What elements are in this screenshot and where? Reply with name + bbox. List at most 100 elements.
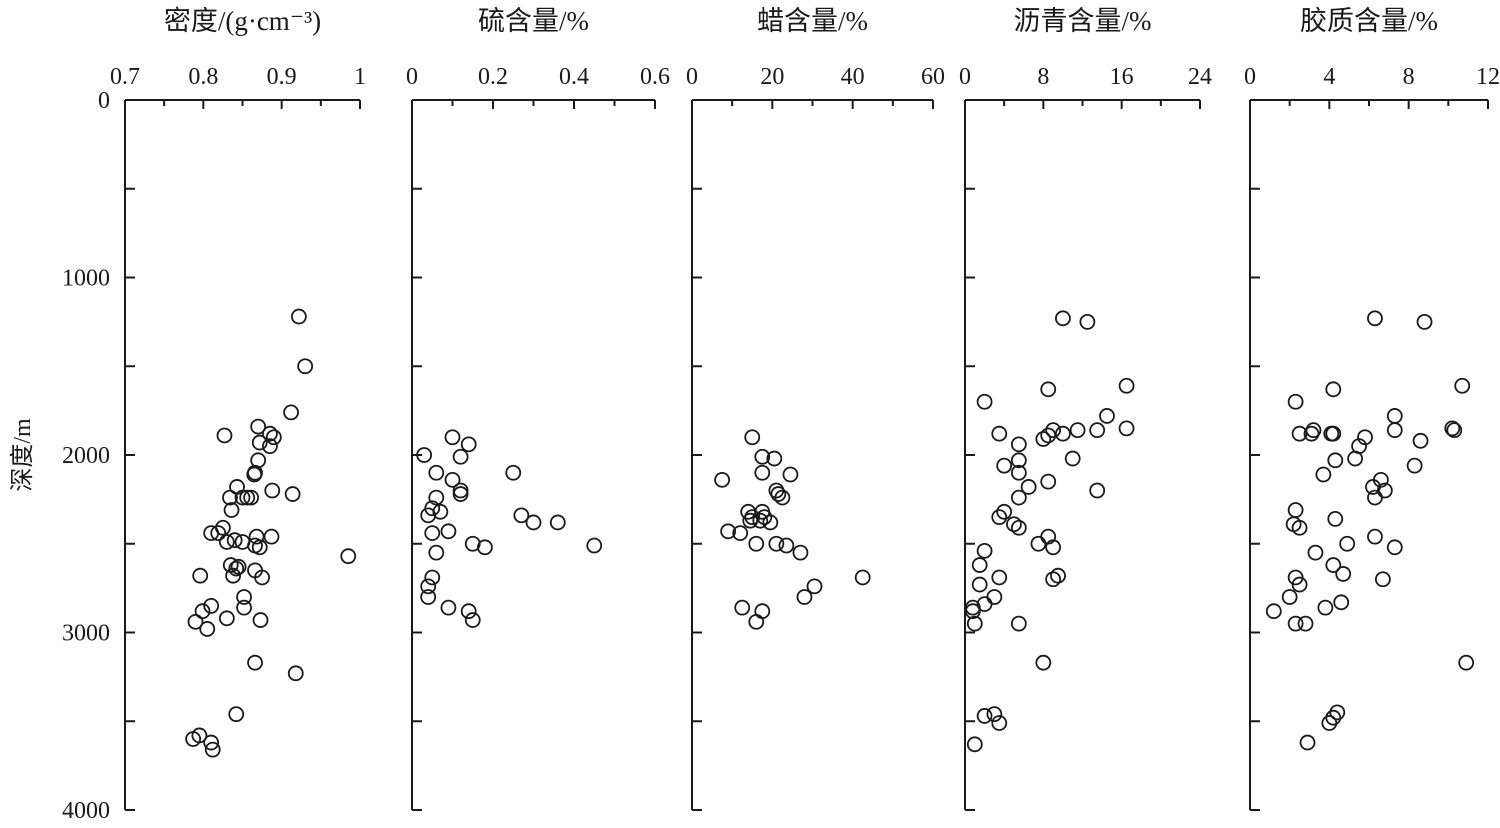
data-point: [460, 603, 477, 620]
data-point: [770, 486, 787, 502]
panel-title: 硫含量/%: [478, 6, 589, 36]
data-point: [218, 534, 235, 550]
data-point: [996, 457, 1013, 474]
panel-title: 密度/(g·cm⁻³): [164, 6, 321, 36]
data-point: [1010, 519, 1027, 536]
data-point: [1365, 479, 1381, 495]
data-point: [1339, 535, 1356, 552]
data-point: [1050, 567, 1066, 584]
data-point: [1118, 420, 1135, 437]
data-point: [440, 599, 457, 616]
panel-3: 蜡含量/% 0 20 40 60: [686, 6, 945, 811]
data-point: [1307, 544, 1324, 561]
panel-title: 沥青含量/%: [1014, 6, 1152, 36]
data-point: [203, 597, 220, 614]
x-tick-label: 0.9: [267, 64, 297, 90]
data-point: [424, 569, 441, 586]
data-point: [263, 528, 280, 545]
y-tick-label: 1000: [62, 266, 110, 292]
data-point: [1317, 599, 1334, 616]
data-point: [204, 741, 221, 758]
data-point: [1323, 425, 1340, 442]
data-point: [1045, 422, 1062, 439]
data-point: [460, 436, 477, 453]
data-point: [1297, 615, 1314, 632]
data-point: [754, 603, 771, 620]
data-point: [1291, 425, 1308, 442]
data-point: [792, 544, 809, 561]
data-point: [774, 489, 791, 506]
x-tick-label: 0: [1244, 64, 1256, 90]
data-point: [1055, 425, 1071, 442]
data-point: [248, 528, 265, 545]
data-point: [440, 523, 457, 540]
data-point: [1291, 576, 1308, 593]
data-point: [420, 589, 437, 605]
data-point: [228, 560, 245, 577]
data-point: [1040, 381, 1057, 398]
data-point: [1416, 313, 1433, 330]
data-point: [1347, 450, 1364, 467]
data-point: [996, 503, 1013, 520]
data-point: [778, 537, 795, 554]
data-point: [199, 621, 216, 637]
data-point: [297, 358, 314, 375]
data-point: [262, 425, 278, 442]
data-point: [1386, 408, 1403, 424]
data-point: [1010, 452, 1027, 469]
data-point: [1010, 464, 1027, 481]
data-point: [254, 569, 270, 586]
x-tick-label: 0: [406, 64, 418, 90]
data-point: [1281, 589, 1298, 605]
data-point: [976, 393, 993, 410]
data-point: [1412, 432, 1429, 449]
data-point: [748, 535, 765, 552]
data-point: [964, 603, 981, 620]
data-point: [1035, 431, 1052, 447]
y-tick-label: 0: [98, 88, 110, 114]
data-point: [991, 425, 1008, 442]
data-point: [549, 514, 566, 531]
data-point: [1325, 557, 1342, 573]
data-point: [732, 525, 749, 541]
data-point: [766, 450, 783, 467]
data-point: [444, 471, 461, 488]
data-point: [971, 576, 988, 593]
data-point: [185, 731, 202, 747]
panel-1: 密度/(g·cm⁻³) 0.7 0.8 0.9 1: [110, 6, 366, 811]
data-point: [1327, 452, 1344, 469]
data-point: [247, 654, 263, 671]
data-point: [744, 429, 761, 446]
data-point: [976, 596, 993, 612]
data-point: [283, 404, 299, 421]
data-point: [290, 308, 307, 325]
data-point: [1335, 566, 1352, 582]
data-point: [187, 613, 204, 630]
data-point: [452, 482, 469, 499]
data-point: [754, 464, 771, 481]
data-point: [1287, 615, 1304, 632]
data-point: [714, 471, 731, 488]
y-tick-labels: 0 1000 2000 3000 4000: [62, 88, 110, 824]
data-point: [1030, 535, 1047, 552]
data-point: [228, 706, 245, 723]
data-point: [752, 512, 769, 529]
data-point: [1367, 310, 1383, 327]
data-point: [203, 734, 220, 751]
data-point: [1333, 594, 1350, 611]
x-tick-label: 0.4: [559, 64, 589, 90]
data-point: [1325, 381, 1342, 398]
panel-title: 胶质含量/%: [1300, 6, 1438, 36]
panel-5: 胶质含量/% 0 4 8 12: [1244, 6, 1500, 811]
data-point: [971, 557, 988, 573]
data-point: [1386, 422, 1403, 439]
data-point: [1045, 539, 1062, 556]
data-point: [720, 523, 737, 540]
data-point: [225, 567, 242, 584]
data-point: [1454, 377, 1471, 394]
data-point: [251, 539, 268, 556]
data-point: [1291, 519, 1308, 536]
data-point: [192, 567, 209, 584]
data-point: [222, 489, 238, 506]
data-point: [782, 466, 799, 483]
